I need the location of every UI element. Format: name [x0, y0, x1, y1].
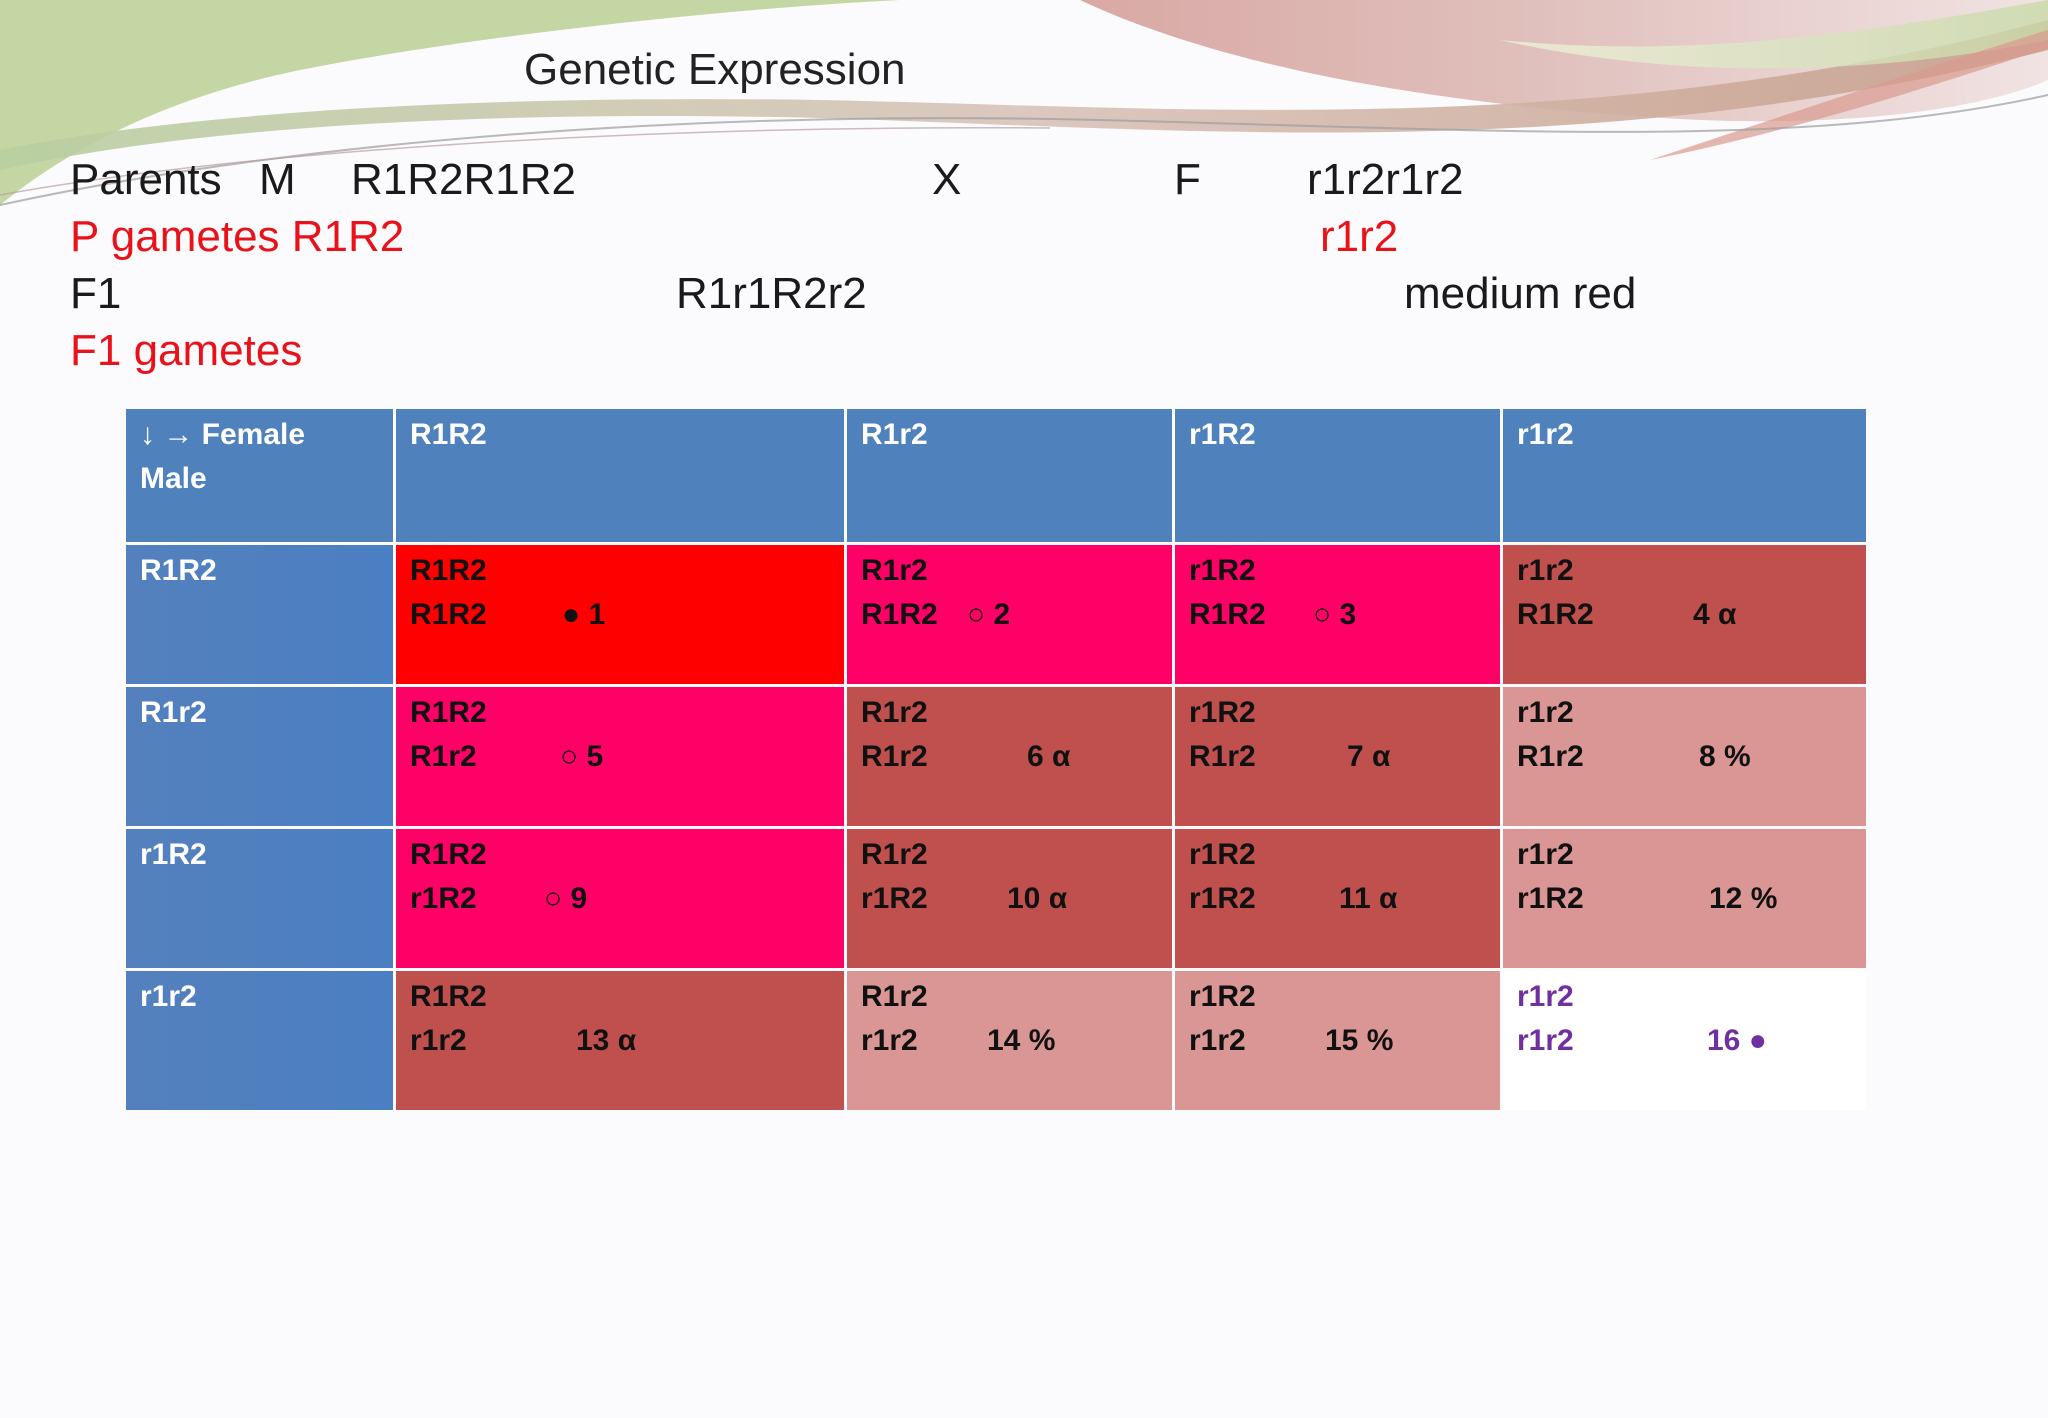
corner-female-label: ↓ → Female: [140, 418, 306, 451]
col-header-label: r1r2: [1517, 418, 1574, 451]
cell-mark: 12 %: [1709, 882, 1778, 915]
row-header: r1r2: [126, 971, 393, 1110]
cell-female-allele: r1r2: [1517, 696, 1574, 729]
punnett-cell: r1R2 r1R2 11 α: [1175, 829, 1500, 968]
female-genotype: r1r2r1r2: [1307, 155, 1464, 204]
cell-mark: ○ 3: [1313, 598, 1357, 631]
decorative-wave-banner: [0, 0, 2048, 206]
punnett-cell: r1r2 R1r2 8 %: [1503, 687, 1866, 826]
row-header-label: R1R2: [140, 554, 217, 587]
male-genotype: R1R2R1R2: [351, 155, 576, 204]
row-header-label: r1R2: [140, 838, 207, 871]
slide-title: Genetic Expression: [524, 45, 906, 94]
row-header: r1R2: [126, 829, 393, 968]
parents-label: Parents: [70, 155, 222, 204]
male-symbol: M: [259, 155, 296, 204]
cell-female-allele: R1R2: [410, 696, 487, 729]
cell-female-allele: R1R2: [410, 838, 487, 871]
col-header: R1r2: [847, 409, 1172, 542]
row-header: R1r2: [126, 687, 393, 826]
punnett-cell: R1R2 R1r2 ○ 5: [396, 687, 844, 826]
cell-female-allele: r1r2: [1517, 980, 1574, 1013]
cell-male-allele: R1R2: [861, 598, 938, 631]
cell-male-allele: r1r2: [1517, 1024, 1574, 1057]
f1-gametes-label: F1 gametes: [70, 326, 303, 375]
cell-female-allele: r1r2: [1517, 554, 1574, 587]
cell-female-allele: R1r2: [861, 696, 928, 729]
table-corner-cell: ↓ → Female Male: [126, 409, 393, 542]
cell-male-allele: r1r2: [1189, 1024, 1246, 1057]
f1-label: F1: [70, 269, 122, 318]
punnett-cell: r1r2 r1R2 12 %: [1503, 829, 1866, 968]
punnett-cell: R1R2 r1R2 ○ 9: [396, 829, 844, 968]
cell-mark: 4 α: [1693, 598, 1737, 631]
row-header: R1R2: [126, 545, 393, 684]
cell-male-allele: r1r2: [410, 1024, 467, 1057]
row-header-label: R1r2: [140, 696, 207, 729]
col-header: R1R2: [396, 409, 844, 542]
punnett-cell: r1r2 R1R2 4 α: [1503, 545, 1866, 684]
col-header-label: R1R2: [410, 418, 487, 451]
cell-mark: ● 1: [562, 598, 606, 631]
cell-male-allele: r1R2: [1189, 882, 1256, 915]
punnett-cell: R1r2 R1r2 6 α: [847, 687, 1172, 826]
cell-female-allele: r1r2: [1517, 838, 1574, 871]
cell-male-allele: R1R2: [410, 598, 487, 631]
cell-male-allele: R1r2: [1517, 740, 1584, 773]
col-header-label: R1r2: [861, 418, 928, 451]
cell-mark: 14 %: [987, 1024, 1056, 1057]
cell-mark: 6 α: [1027, 740, 1071, 773]
cell-male-allele: r1R2: [410, 882, 477, 915]
cell-mark: ○ 2: [967, 598, 1011, 631]
col-header-label: r1R2: [1189, 418, 1256, 451]
punnett-cell: R1r2 r1R2 10 α: [847, 829, 1172, 968]
cell-female-allele: r1R2: [1189, 838, 1256, 871]
cell-female-allele: R1R2: [410, 980, 487, 1013]
col-header: r1R2: [1175, 409, 1500, 542]
f1-phenotype: medium red: [1404, 269, 1637, 318]
cell-mark: ○ 5: [560, 740, 604, 773]
punnett-cell: R1R2 R1R2 ● 1: [396, 545, 844, 684]
cell-mark: 16 ●: [1707, 1024, 1767, 1057]
cell-female-allele: r1R2: [1189, 696, 1256, 729]
cell-mark: 10 α: [1007, 882, 1068, 915]
cell-female-allele: R1r2: [861, 980, 928, 1013]
punnett-cell: r1R2 R1r2 7 α: [1175, 687, 1500, 826]
cell-mark: 15 %: [1325, 1024, 1394, 1057]
punnett-square-table: ↓ → Female Male R1R2 R1r2 r1R2 r1r2 R1R2…: [126, 409, 1866, 1110]
cell-female-allele: R1r2: [861, 554, 928, 587]
cell-female-allele: R1R2: [410, 554, 487, 587]
cell-male-allele: r1r2: [861, 1024, 918, 1057]
cell-male-allele: R1r2: [410, 740, 477, 773]
cell-female-allele: r1R2: [1189, 554, 1256, 587]
cell-mark: 13 α: [576, 1024, 637, 1057]
cell-male-allele: r1R2: [861, 882, 928, 915]
punnett-cell: r1R2 r1r2 15 %: [1175, 971, 1500, 1110]
cell-male-allele: R1R2: [1189, 598, 1266, 631]
cell-mark: 11 α: [1339, 882, 1398, 915]
punnett-cell: R1r2 r1r2 14 %: [847, 971, 1172, 1110]
col-header: r1r2: [1503, 409, 1866, 542]
cross-symbol: X: [932, 155, 962, 204]
cell-female-allele: r1R2: [1189, 980, 1256, 1013]
cell-male-allele: R1R2: [1517, 598, 1594, 631]
corner-male-label: Male: [140, 462, 207, 495]
f1-genotype: R1r1R2r2: [676, 269, 867, 318]
cell-mark: 8 %: [1699, 740, 1751, 773]
punnett-cell: r1R2 R1R2 ○ 3: [1175, 545, 1500, 684]
punnett-cell: r1r2 r1r2 16 ●: [1503, 971, 1866, 1110]
cell-mark: 7 α: [1347, 740, 1391, 773]
cell-male-allele: R1r2: [1189, 740, 1256, 773]
p-gametes-label: P gametes R1R2: [70, 212, 405, 261]
cell-mark: ○ 9: [544, 882, 588, 915]
female-symbol: F: [1174, 155, 1201, 204]
p-gametes-female: r1r2: [1320, 212, 1399, 261]
cell-male-allele: R1r2: [861, 740, 928, 773]
cell-male-allele: r1R2: [1517, 882, 1584, 915]
punnett-cell: R1R2 r1r2 13 α: [396, 971, 844, 1110]
punnett-cell: R1r2 R1R2 ○ 2: [847, 545, 1172, 684]
cell-female-allele: R1r2: [861, 838, 928, 871]
row-header-label: r1r2: [140, 980, 197, 1013]
